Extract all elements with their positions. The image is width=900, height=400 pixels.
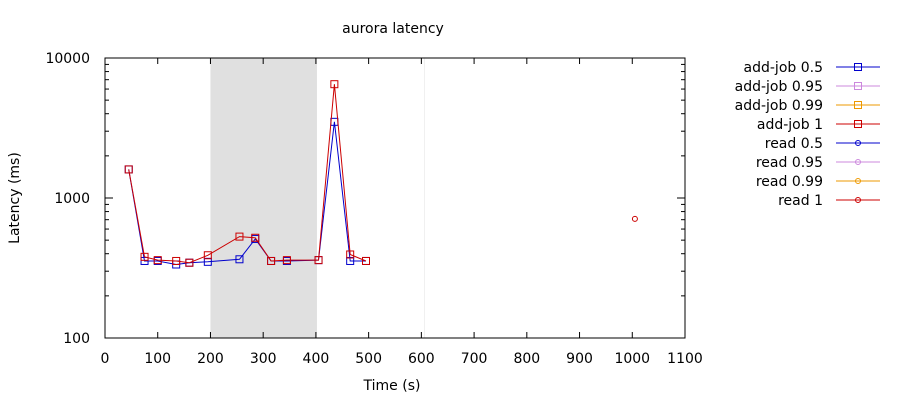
legend-marker [855,197,861,203]
x-tick-label: 500 [355,351,382,367]
legend: add-job 0.5 add-job 0.95 add-job 0.99 add-j… [735,60,880,209]
data-point-add-job-1 [314,256,323,265]
legend-marker [855,159,861,165]
x-tick-label: 700 [461,351,488,367]
legend-label: read 0.95 [756,155,823,171]
legend-item-read-0-5: read 0.5 [765,136,880,152]
x-tick-label: 200 [197,351,224,367]
legend-marker [854,82,862,90]
x-axis-label: Time (s) [363,378,421,394]
legend-label: add-job 1 [757,117,823,133]
data-point-add-job-0-5 [140,256,149,265]
x-tick-label: 900 [566,351,593,367]
legend-item-add-job-0-99: add-job 0.99 [735,98,880,114]
legend-marker [855,140,861,146]
plot-frame [104,57,686,339]
series-read-1 [631,215,638,222]
legend-marker [854,120,862,128]
series-add-job-1 [124,80,370,267]
x-tick-label: 800 [513,351,540,367]
data-point-add-job-1 [172,256,181,265]
legend-item-read-1: read 1 [778,193,880,209]
data-point-add-job-0-5 [235,255,244,264]
data-point-add-job-1 [282,256,291,265]
legend-item-add-job-1: add-job 1 [757,117,880,133]
data-point-add-job-1 [153,256,162,265]
legend-item-read-0-95: read 0.95 [756,155,880,171]
x-tick-label: 300 [250,351,277,367]
chart-title: aurora latency [342,21,444,37]
plot-marks [124,80,638,269]
x-tick-label: 0 [101,351,110,367]
y-axis-label: Latency (ms) [7,152,23,244]
y-tick-label: 1000 [54,191,90,207]
data-point-add-job-1 [185,258,194,267]
data-point-add-job-1 [330,80,339,89]
x-tick-label: 1000 [614,351,650,367]
y-tick-label: 10000 [45,51,90,67]
data-point-add-job-1 [203,251,212,260]
shaded-region [210,58,317,338]
x-tick-label: 400 [303,351,330,367]
x-tick-label: 100 [144,351,171,367]
legend-label: add-job 0.95 [735,79,823,95]
legend-label: add-job 0.5 [744,60,823,76]
legend-marker [855,178,861,184]
data-point-add-job-0-5 [346,256,355,265]
legend-label: add-job 0.99 [735,98,823,114]
legend-item-read-0-99: read 0.99 [756,174,880,190]
data-point-add-job-1 [124,165,133,174]
legend-label: read 0.5 [765,136,823,152]
data-point-read-1 [631,215,638,222]
data-point-add-job-1 [346,250,355,259]
legend-label: read 0.99 [756,174,823,190]
data-point-add-job-1 [140,252,149,261]
x-tick-label: 600 [408,351,435,367]
axes: 0 100 200 300 400 500 600 700 800 900 1000 1100 100 1… [45,51,702,367]
legend-marker [854,63,862,71]
legend-marker [854,101,862,109]
legend-item-add-job-0-5: add-job 0.5 [744,60,880,76]
data-point-add-job-1 [267,256,276,265]
x-tick-label: 1100 [667,351,703,367]
data-point-add-job-1 [251,233,260,242]
legend-item-add-job-0-95: add-job 0.95 [735,79,880,95]
data-point-add-job-1 [235,232,244,241]
plot-area [210,58,426,338]
legend-label: read 1 [778,193,823,209]
data-point-add-job-1 [362,256,370,265]
y-tick-label: 100 [63,331,90,347]
